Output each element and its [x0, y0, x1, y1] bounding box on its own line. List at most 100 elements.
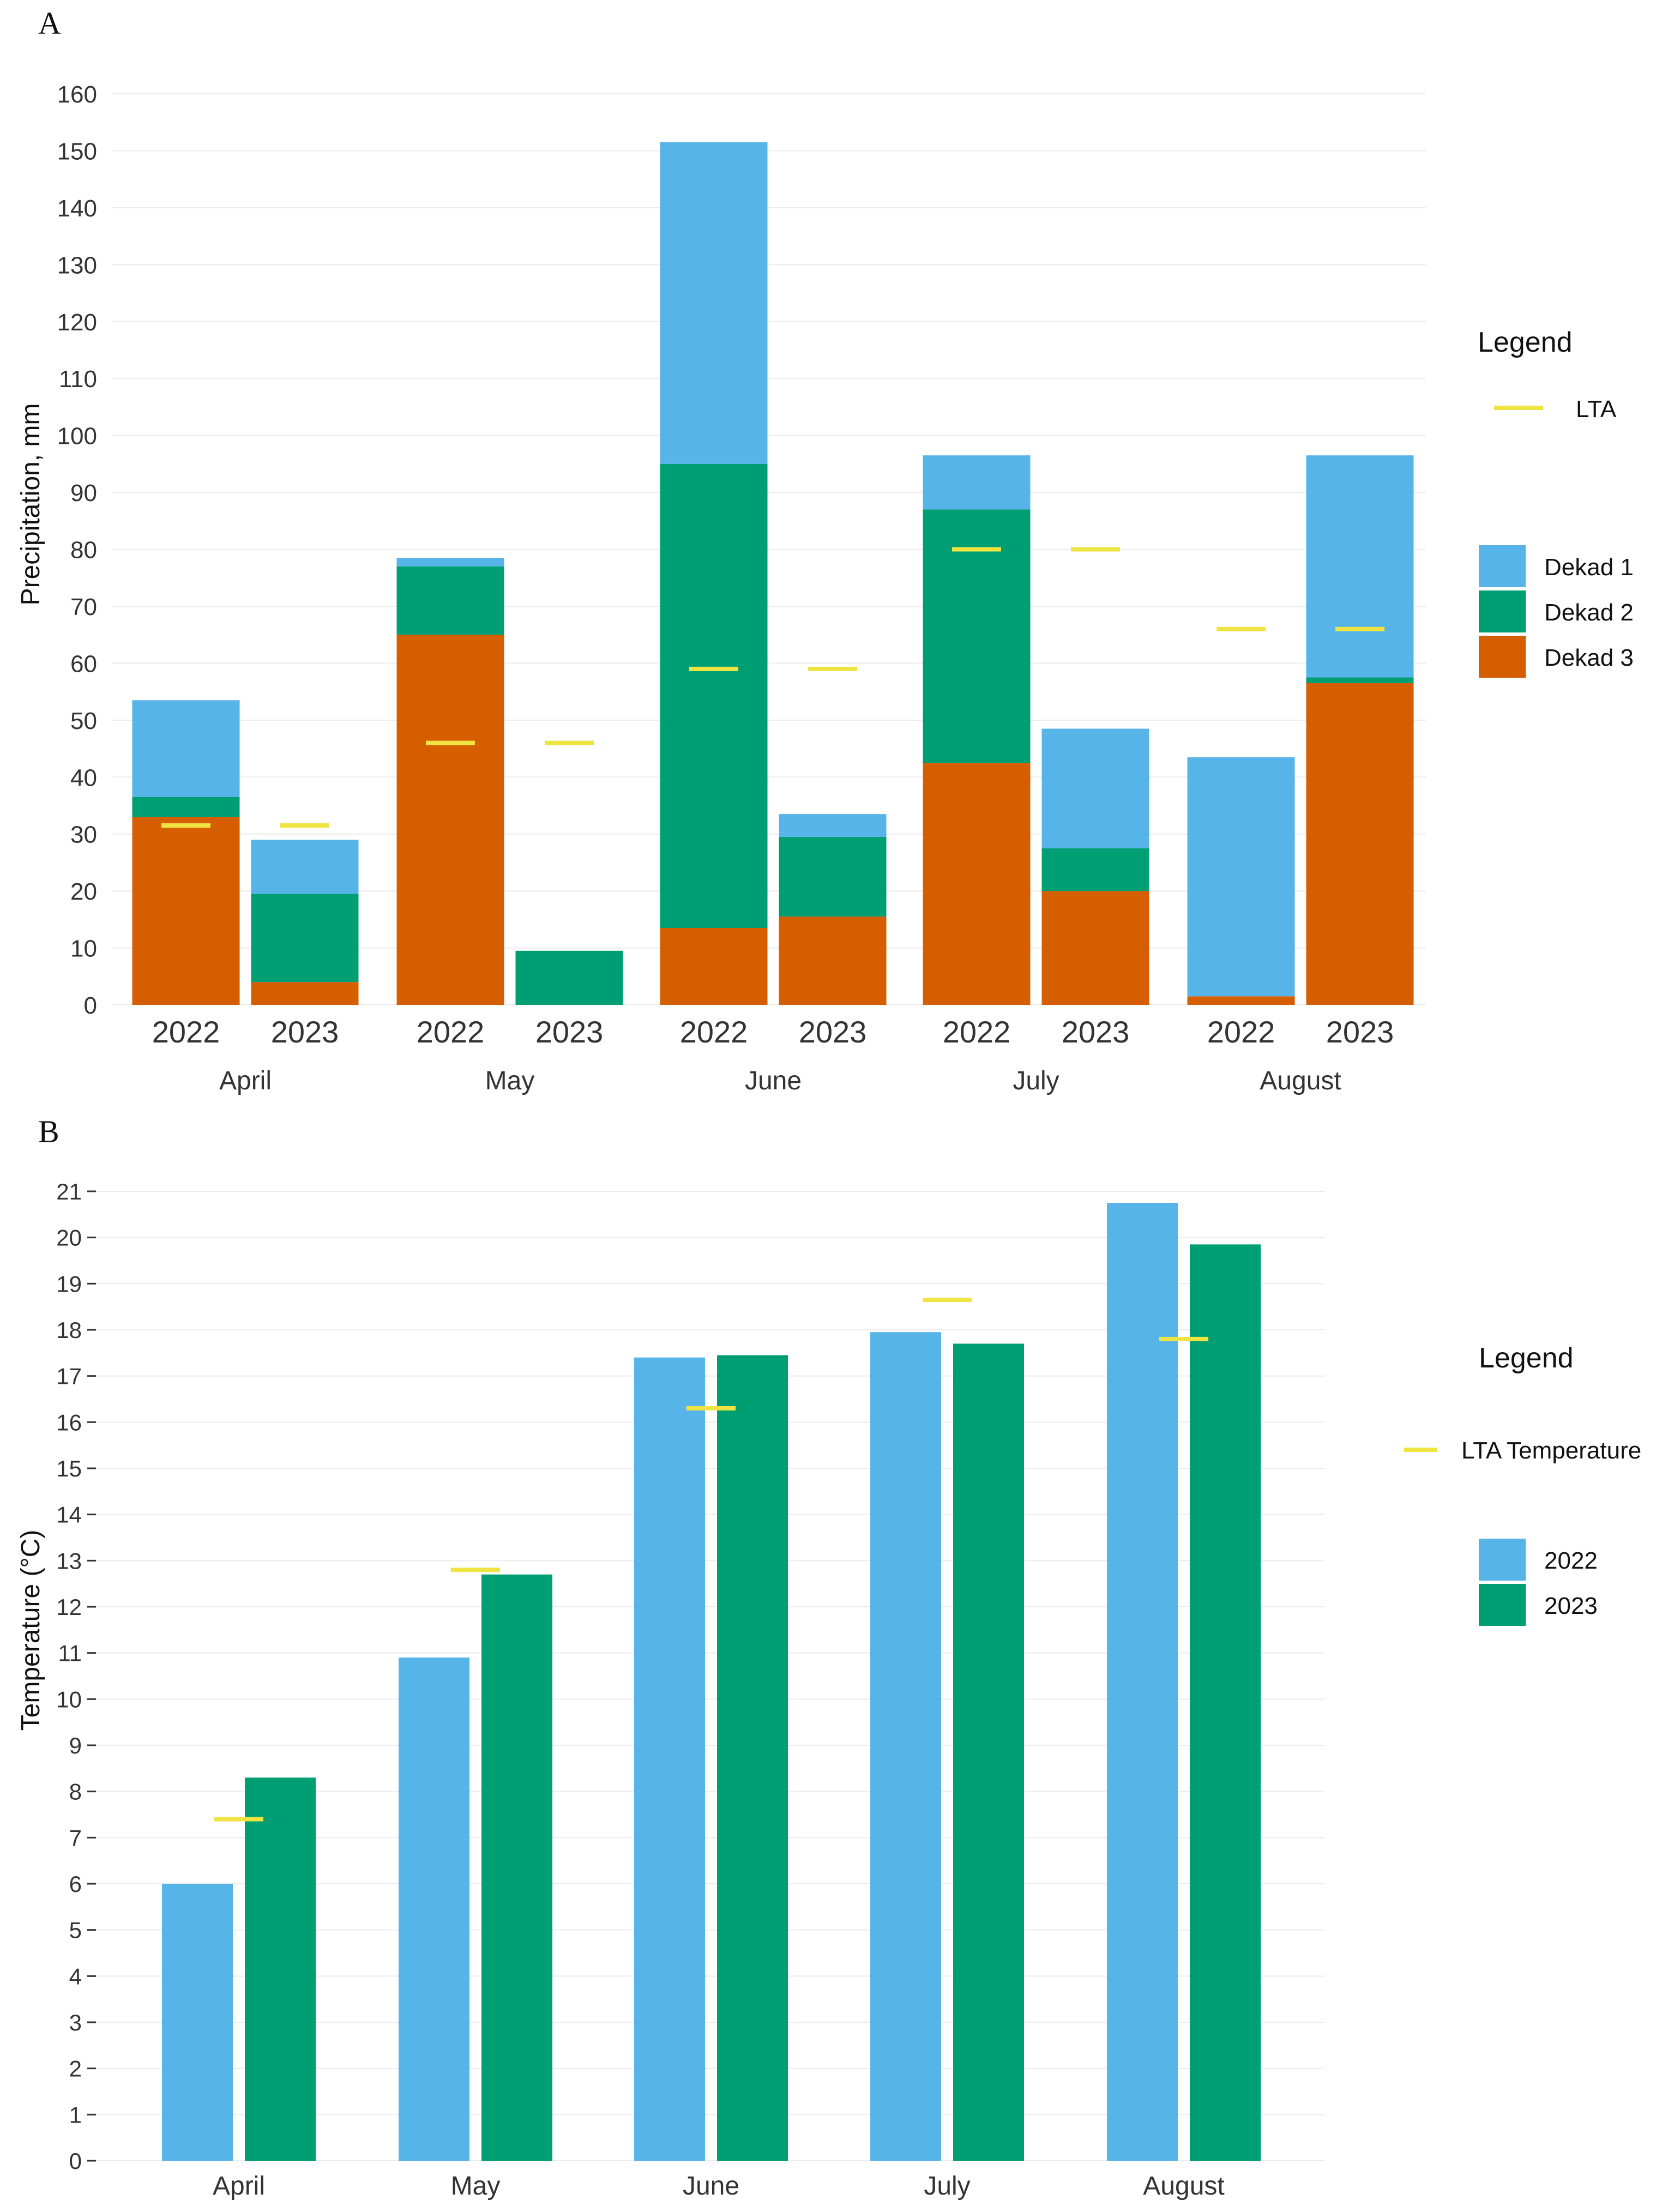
panel-b-y-tick-label: 15 [56, 1456, 82, 1481]
panel-b-x-tick-label: August [1143, 2172, 1224, 2201]
panel-a-bar-segment-dekad-3 [660, 928, 768, 1005]
panel-a-y-tick-label: 0 [84, 992, 97, 1019]
panel-a-y-tick-label: 10 [70, 936, 97, 962]
panel-b-bar-2022 [870, 1332, 941, 2161]
panel-a-bar-segment-dekad-1 [396, 558, 504, 566]
panel-b-y-tick-label: 4 [69, 1963, 82, 1989]
panel-b-y-tick-label: 3 [69, 2010, 82, 2035]
panel-a-bar-segment-dekad-1 [251, 840, 359, 894]
panel-a-legend-swatch [1479, 636, 1526, 678]
panel-a-year-label: 2022 [152, 1015, 220, 1049]
panel-a-legend-lta-label: LTA [1576, 396, 1617, 423]
panel-a-y-tick-label: 90 [70, 480, 97, 507]
panel-a-year-label: 2022 [417, 1015, 485, 1049]
panel-b-y-tick-label: 19 [56, 1271, 82, 1297]
panel-b-legend-title: Legend [1479, 1342, 1574, 1374]
panel-a-legend: Legend LTA Dekad 1 Dekad 2 Dekad 3 [1478, 327, 1634, 678]
panel-a-year-label: 2022 [943, 1015, 1011, 1049]
panel-a-month-label: July [1013, 1066, 1059, 1095]
panel-a-year-label: 2023 [799, 1015, 867, 1049]
panel-b-y-tick-label: 16 [56, 1409, 82, 1435]
panel-a-bar-segment-dekad-2 [1306, 677, 1414, 683]
panel-b-bar-2023 [717, 1355, 788, 2161]
panel-a-legend-swatch [1479, 590, 1526, 632]
panel-b-legend-label: 2022 [1544, 1547, 1598, 1574]
panel-a-month-label: April [219, 1066, 272, 1095]
panel-a-bar-segment-dekad-1 [1306, 455, 1414, 678]
panel-b-legend: Legend LTA Temperature 2022 2023 [1404, 1342, 1641, 1626]
panel-a-y-tick-label: 70 [70, 594, 97, 620]
panel-b-y-tick-label: 11 [58, 1641, 82, 1666]
panel-a-y-tick-label: 30 [70, 822, 97, 848]
panel-a-y-tick-label: 40 [70, 764, 97, 791]
panel-b-x-tick-label: June [683, 2172, 739, 2201]
panel-a-month-label: June [745, 1066, 802, 1095]
panel-b-y-tick-label: 21 [56, 1179, 82, 1204]
panel-a-y-tick-label: 60 [70, 650, 97, 677]
panel-b-legend-lta-label: LTA Temperature [1461, 1437, 1641, 1464]
panel-a-bar-segment-dekad-2 [132, 797, 240, 817]
panel-a-bar-segment-dekad-3 [779, 917, 887, 1005]
panel-a-bar-segment-dekad-3 [251, 982, 359, 1005]
panel-a-bar-segment-dekad-3 [396, 635, 504, 1005]
panel-a-y-tick-label: 120 [57, 309, 97, 336]
panel-a-bar-segment-dekad-3 [923, 763, 1031, 1005]
panel-a-bar-segment-dekad-3 [1187, 996, 1295, 1005]
panel-a-year-label: 2023 [271, 1015, 339, 1049]
panel-a-legend-label: Dekad 3 [1544, 644, 1634, 671]
panel-b-y-tick-label: 13 [56, 1548, 82, 1574]
panel-b-legend-swatch [1479, 1584, 1526, 1626]
panel-a-year-label: 2022 [680, 1015, 748, 1049]
panel-b-y-tick-label: 2 [69, 2056, 82, 2082]
panel-a-bar-segment-dekad-3 [1041, 891, 1149, 1005]
panel-a-bar-segment-dekad-2 [251, 894, 359, 983]
panel-a-bar-segment-dekad-2 [396, 566, 504, 635]
panel-a-bar-segment-dekad-2 [779, 836, 887, 917]
panel-b-x-tick-label: May [451, 2172, 501, 2201]
panel-b-y-tick-label: 20 [56, 1225, 82, 1251]
panel-a-month-label: May [485, 1066, 535, 1095]
panel-b-bar-2022 [399, 1658, 469, 2161]
panel-a-year-label: 2023 [1062, 1015, 1130, 1049]
panel-a-y-tick-label: 150 [57, 138, 97, 165]
panel-b-y-tick-label: 5 [69, 1918, 82, 1943]
panel-b-bar-2023 [1190, 1244, 1261, 2161]
panel-a-y-tick-label: 80 [70, 537, 97, 564]
panel-b-y-tick-label: 9 [69, 1733, 82, 1758]
panel-a-bar-segment-dekad-1 [132, 700, 240, 797]
panel-a-y-tick-label: 130 [57, 252, 97, 279]
panel-a-legend-label: Dekad 2 [1544, 599, 1634, 626]
panel-a-bar-segment-dekad-1 [1041, 728, 1149, 848]
panel-a-legend-label: Dekad 1 [1544, 554, 1634, 581]
panel-a-year-label: 2023 [1326, 1015, 1394, 1049]
panel-b-legend-swatch [1479, 1539, 1526, 1581]
panel-a-year-label: 2022 [1207, 1015, 1275, 1049]
panel-a-y-axis-title: Precipitation, mm [16, 403, 45, 606]
panel-b-bar-2022 [634, 1357, 705, 2161]
panel-b-bar-2022 [1107, 1203, 1178, 2161]
panel-b-y-tick-label: 1 [69, 2102, 82, 2127]
panel-b-bar-2022 [162, 1884, 233, 2161]
panel-b-letter: B [38, 1114, 59, 1149]
panel-b-y-tick-label: 12 [56, 1594, 82, 1620]
panel-b-y-tick-label: 14 [56, 1502, 82, 1528]
panel-b-x-tick-label: April [213, 2172, 265, 2201]
panel-a-bar-segment-dekad-1 [779, 814, 887, 837]
panel-b-y-tick-label: 7 [69, 1825, 82, 1851]
panel-a-year-label: 2023 [535, 1015, 604, 1049]
panel-b-y-tick-label: 18 [56, 1317, 82, 1343]
panel-a-y-tick-label: 110 [59, 366, 97, 393]
panel-b-y-tick-label: 17 [56, 1364, 82, 1389]
panel-b-y-tick-label: 6 [69, 1871, 82, 1897]
panel-a-month-label: August [1260, 1066, 1341, 1095]
panel-a-y-tick-label: 140 [57, 195, 97, 222]
panel-b-x-tick-label: July [924, 2172, 970, 2201]
panel-b-legend-label: 2023 [1544, 1593, 1598, 1619]
panel-b-y-tick-label: 8 [69, 1779, 82, 1805]
panel-a-y-tick-label: 50 [70, 708, 97, 734]
panel-a-bar-segment-dekad-2 [515, 950, 623, 1005]
panel-b-bar-2023 [245, 1777, 316, 2161]
panel-a-y-tick-label: 160 [57, 81, 97, 108]
